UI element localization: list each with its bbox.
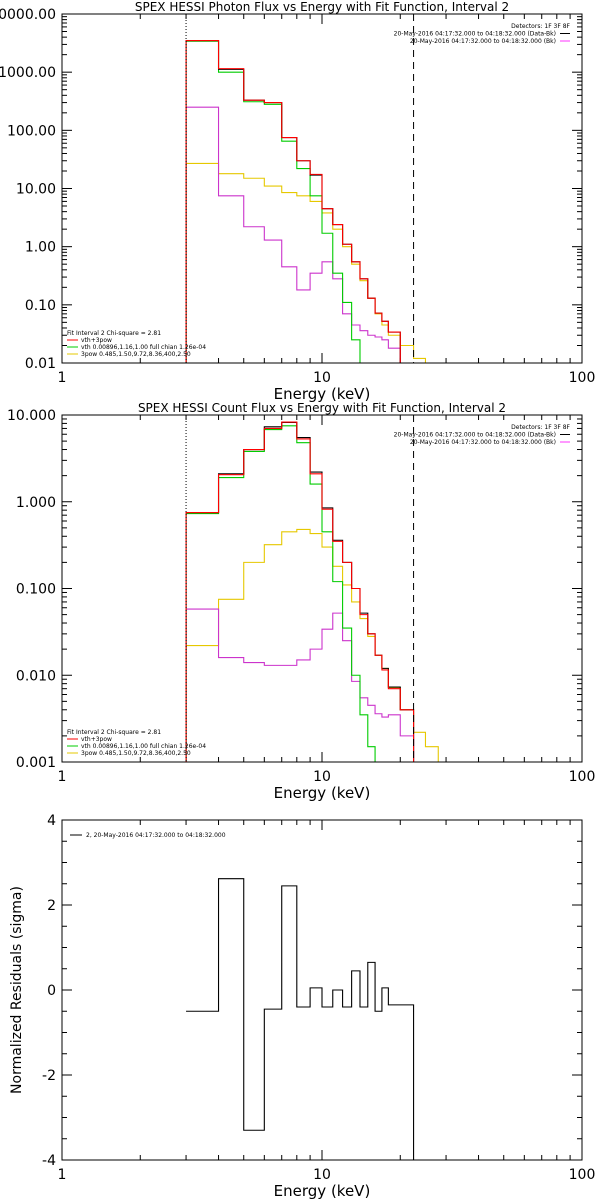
info-legend-line: 20-May-2016 04:17:32.000 to 04:18:32.000… (394, 432, 556, 439)
series-line-data (185, 421, 415, 762)
series-group (185, 421, 439, 762)
fit-legend-header: Fit Interval 2 Chi-square = 2.81 (67, 729, 161, 736)
x-tick-label: 10 (313, 769, 331, 785)
series-line-residuals (186, 878, 415, 1160)
info-legend-line: 20-May-2016 04:17:32.000 to 04:18:32.000… (394, 31, 556, 38)
y-tick-label: 0.001 (16, 755, 56, 771)
x-tick-label: 100 (569, 1167, 596, 1183)
fit-legend-entry: 3pow 0.485,1.50,9.72,8.36,400,2.50 (81, 351, 191, 358)
fit-legend-entry: vth 0.00896,1.16,1.00 full chian 1.26e-0… (81, 743, 206, 750)
plot-frame (61, 13, 583, 364)
y-axis-ticks (62, 418, 582, 763)
x-axis-ticks (61, 820, 571, 1160)
x-axis-label: Energy (keV) (274, 784, 371, 802)
series-line-bk (185, 608, 415, 762)
fit-legend-entry: 3pow 0.485,1.50,9.72,8.36,400,2.50 (81, 750, 191, 757)
chart-panel-2: SPEX HESSI Count Flux vs Energy with Fit… (7, 401, 595, 802)
info-legend-line: 20-May-2016 04:17:32.000 to 04:18:32.000… (410, 439, 556, 446)
chart-panel-1: SPEX HESSI Photon Flux vs Energy with Fi… (0, 0, 595, 403)
series-line-vth (185, 40, 376, 363)
x-tick-label: 1 (58, 1167, 67, 1183)
x-tick-label: 1 (58, 769, 67, 785)
info-legend-line: 2, 20-May-2016 04:17:32.000 to 04:18:32.… (86, 832, 226, 839)
chart-title: SPEX HESSI Photon Flux vs Energy with Fi… (135, 0, 509, 14)
y-tick-label: -2 (42, 1068, 56, 1084)
series-line-pow (185, 162, 439, 363)
series-line-fit (185, 421, 415, 762)
series-line-data (185, 39, 401, 363)
fit-legend-entry: vth+3pow (81, 337, 112, 344)
info-legend-line: 20-May-2016 04:17:32.000 to 04:18:32.000… (410, 38, 556, 45)
y-tick-label: 1000.00 (0, 65, 56, 81)
x-tick-label: 1 (58, 370, 67, 386)
x-tick-label: 100 (569, 769, 596, 785)
x-tick-label: 10 (313, 370, 331, 386)
y-tick-label: 10000.00 (0, 7, 56, 23)
fit-legend-entry: vth 0.00896,1.16,1.00 full chian 1.26e-0… (81, 344, 206, 351)
plot-frame (61, 819, 583, 1161)
chart-title: SPEX HESSI Count Flux vs Energy with Fit… (138, 401, 506, 415)
y-tick-label: 0.01 (25, 356, 56, 372)
plot-frame (61, 414, 583, 763)
fit-legend-entry: vth+3pow (81, 736, 112, 743)
x-axis-ticks (61, 14, 571, 363)
y-tick-label: 10.00 (16, 182, 56, 198)
y-tick-label: 2 (47, 898, 56, 914)
x-axis-label: Energy (keV) (274, 385, 371, 403)
y-tick-label: -4 (42, 1153, 56, 1169)
y-tick-label: 0.100 (16, 582, 56, 598)
fit-legend-header: Fit Interval 2 Chi-square = 2.81 (67, 330, 161, 337)
series-line-vth (185, 425, 376, 762)
y-tick-label: 10.000 (7, 408, 56, 424)
series-line-fit (185, 39, 401, 363)
y-tick-label: 1.00 (25, 240, 56, 256)
x-axis-ticks (61, 415, 571, 762)
x-tick-label: 100 (569, 370, 596, 386)
y-tick-label: 0.10 (25, 298, 56, 314)
series-group (186, 878, 415, 1160)
y-tick-label: 100.00 (7, 123, 56, 139)
chart-panel-3: 1 10 100 -4 -2 0 2 4 Energy (keV) Normalized Resi… (9, 813, 595, 1200)
info-legend-line: Detectors: 1F 3F 8F (511, 23, 570, 30)
x-tick-label: 10 (313, 1167, 331, 1183)
y-tick-label: 1.000 (16, 495, 56, 511)
y-axis-label: Normalized Residuals (sigma) (9, 886, 25, 1094)
x-axis-label: Energy (keV) (274, 1182, 371, 1200)
y-tick-label: 0.010 (16, 668, 56, 684)
y-tick-label: 4 (47, 813, 56, 829)
series-group (185, 39, 439, 363)
y-tick-label: 0 (47, 983, 56, 999)
info-legend-line: Detectors: 1F 3F 8F (511, 424, 570, 431)
series-line-bk (185, 106, 414, 363)
